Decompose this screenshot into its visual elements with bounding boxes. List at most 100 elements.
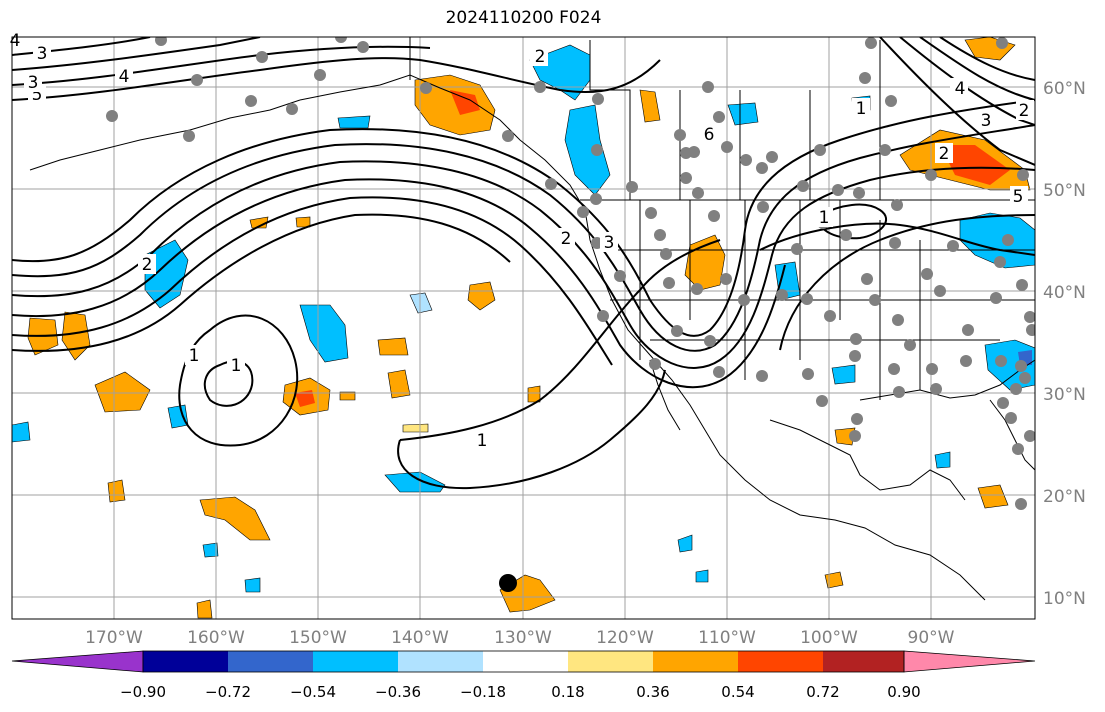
negative-area: [299, 304, 349, 363]
lat-label: 50°N: [1043, 181, 1086, 201]
lon-label: 120°W: [596, 628, 654, 648]
contour-label: 5: [1013, 187, 1024, 207]
strong-positive-area: [940, 145, 1010, 185]
colorbar-tick-label: −0.54: [290, 683, 336, 701]
weak-positive-area: [402, 423, 429, 433]
colorbar-tick-label: −0.18: [460, 683, 506, 701]
colorbar-segment: [228, 651, 313, 672]
colorbar-tick-label: 0.54: [721, 683, 754, 701]
colorbar-tick-label: 0.18: [551, 683, 584, 701]
colorbar-segment: [483, 651, 568, 672]
contour-label: 1: [189, 346, 200, 366]
contour-label: 1: [819, 208, 830, 228]
strong-positive-area: [450, 90, 480, 115]
negative-area: [384, 471, 446, 493]
contour-label: 1: [477, 431, 488, 451]
contour-label: 2: [939, 144, 950, 164]
colorbar-tick-label: −0.36: [375, 683, 421, 701]
latitude-labels: 60°N 50°N 40°N 30°N 20°N 10°N: [1043, 79, 1086, 609]
lon-label: 130°W: [494, 628, 552, 648]
gridlines: [12, 37, 1035, 619]
contour-label: 4: [955, 79, 966, 99]
negative-area: [564, 104, 611, 196]
lon-label: 140°W: [391, 628, 449, 648]
lon-label: 110°W: [698, 628, 756, 648]
positive-area: [196, 599, 213, 619]
lat-label: 20°N: [1043, 487, 1086, 507]
lat-label: 10°N: [1043, 589, 1086, 609]
positive-area: [824, 571, 844, 589]
colorbar-segment: [313, 651, 398, 672]
colorbar-segment: [653, 651, 738, 672]
colorbar-min-extension: [11, 650, 144, 673]
negative-area: [831, 364, 856, 385]
contour-label-group: 5 4 3 2 1 1 1 2 3 4 5 6 2 1 2 3 4 1 2: [8, 30, 1034, 451]
colorbar-max-extension: [903, 650, 1036, 673]
lon-label: 150°W: [289, 628, 347, 648]
lon-label: 170°W: [85, 628, 143, 648]
contour-label: 2: [535, 47, 546, 67]
contour-label: 5: [32, 85, 43, 105]
negative-area: [934, 451, 951, 469]
station-dots: [106, 37, 1035, 510]
colorbar-segment: [143, 651, 228, 672]
positive-area: [107, 479, 126, 503]
coastlines: [29, 37, 1035, 601]
colorbar-segment: [823, 651, 904, 672]
positive-area: [377, 337, 409, 356]
contour-label: 4: [10, 31, 21, 51]
negative-area: [695, 569, 709, 583]
positive-area: [467, 281, 496, 311]
positive-area: [295, 216, 311, 228]
lon-label: 160°W: [187, 628, 245, 648]
contour-label: 3: [28, 73, 39, 93]
contour-label: 1: [856, 99, 867, 119]
positive-area: [94, 371, 151, 413]
positive-area: [834, 427, 856, 446]
colorbar-tick-label: 0.72: [806, 683, 839, 701]
negative-area: [337, 115, 371, 129]
negative-area: [12, 421, 31, 443]
longitude-labels: 170°W 160°W 150°W 140°W 130°W 120°W 110°…: [85, 628, 955, 648]
contour-label: 1: [231, 356, 242, 376]
page-title: 2024110200 F024: [445, 8, 602, 28]
contour-label: 3: [37, 44, 48, 64]
negative-area: [244, 577, 261, 593]
colorbar-tick-label: −0.72: [205, 683, 251, 701]
contour-label: 2: [561, 229, 572, 249]
positive-area: [527, 385, 541, 403]
positive-area: [199, 496, 271, 541]
colorbar-labels: −0.90 −0.72 −0.54 −0.36 −0.18 0.18 0.36 …: [120, 683, 921, 701]
positive-area: [387, 369, 411, 399]
colorbar-segment: [568, 651, 653, 672]
negative-area: [202, 542, 219, 558]
lat-label: 60°N: [1043, 79, 1086, 99]
positive-area: [639, 89, 661, 123]
cyclone-marker: [499, 574, 517, 592]
contour-lines: [12, 37, 1035, 490]
contour-label: 4: [119, 67, 130, 87]
colorbar-tick-label: 0.36: [636, 683, 669, 701]
contour-label: 2: [142, 255, 153, 275]
lon-label: 100°W: [800, 628, 858, 648]
lat-label: 30°N: [1043, 385, 1086, 405]
lat-label: 40°N: [1043, 283, 1086, 303]
positive-area: [339, 391, 356, 401]
colorbar-tick-label: 0.90: [887, 683, 920, 701]
contour-label: 3: [981, 111, 992, 131]
map-border: [11, 36, 1036, 620]
strong-positive-area: [295, 390, 315, 407]
negative-area: [677, 534, 693, 553]
negative-area: [959, 212, 1035, 269]
contour-label: 3: [604, 233, 615, 253]
contour-label: 6: [704, 125, 715, 145]
contour-label: 2: [1019, 101, 1030, 121]
positive-area: [977, 484, 1009, 509]
colorbar-segment: [738, 651, 823, 672]
negative-area: [727, 102, 759, 126]
colorbar: −0.90 −0.72 −0.54 −0.36 −0.18 0.18 0.36 …: [11, 650, 1036, 701]
colorbar-segment: [398, 651, 483, 672]
colorbar-tick-label: −0.90: [120, 683, 166, 701]
lon-label: 90°W: [908, 628, 955, 648]
